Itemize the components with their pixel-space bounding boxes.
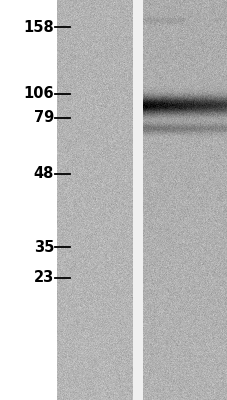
Text: 23: 23 (34, 270, 54, 286)
Text: 35: 35 (33, 240, 54, 254)
Text: 48: 48 (33, 166, 54, 182)
Text: 158: 158 (23, 20, 54, 34)
Text: 79: 79 (34, 110, 54, 126)
Text: 106: 106 (23, 86, 54, 102)
